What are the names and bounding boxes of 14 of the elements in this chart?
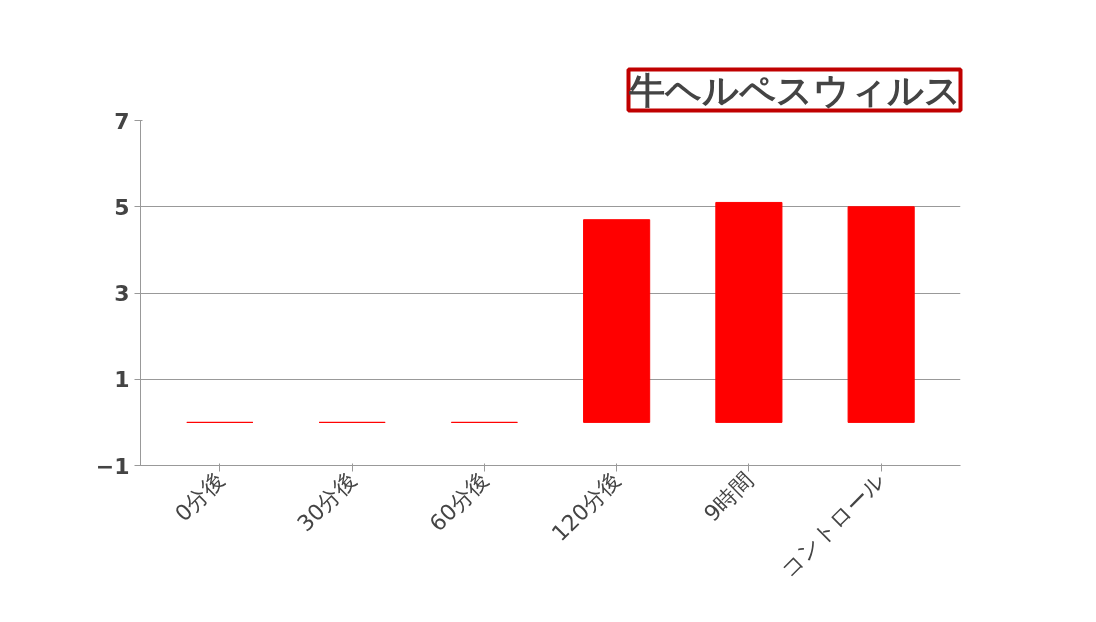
x-tick-label: 120分後 bbox=[546, 467, 626, 547]
bar bbox=[847, 206, 915, 423]
y-tick-label: 5 bbox=[114, 194, 130, 220]
bar bbox=[583, 219, 651, 423]
x-tick-label: 60分後 bbox=[424, 467, 494, 537]
x-tick-label: コントロール bbox=[775, 467, 890, 583]
x-tick-label: 9時間 bbox=[699, 467, 758, 527]
x-tick-label: 0分後 bbox=[170, 467, 229, 527]
y-tick-label: −1 bbox=[95, 453, 130, 479]
y-tick-label: 3 bbox=[114, 281, 130, 306]
bar bbox=[715, 201, 783, 423]
y-tick-label: 7 bbox=[114, 108, 130, 134]
x-tick-label: 30分後 bbox=[292, 467, 361, 537]
y-tick-label: 1 bbox=[114, 367, 130, 393]
